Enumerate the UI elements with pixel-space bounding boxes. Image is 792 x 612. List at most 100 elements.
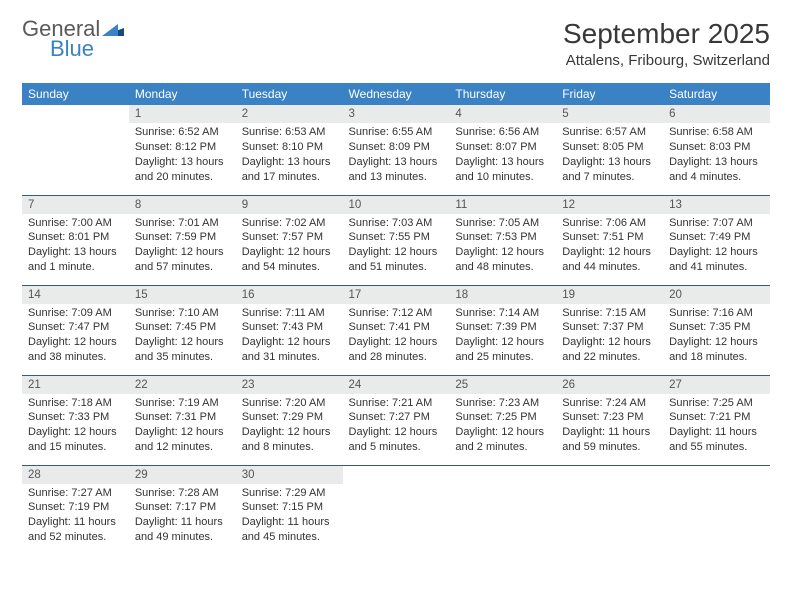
daylight-text: Daylight: 13 hours and 13 minutes. [349,155,444,185]
day-number: 29 [129,466,236,484]
day-number: 9 [236,196,343,214]
day-number: 13 [663,196,770,214]
weekday-header: Thursday [449,83,556,105]
day-body: Sunrise: 7:00 AMSunset: 8:01 PMDaylight:… [22,214,129,279]
day-body: Sunrise: 7:05 AMSunset: 7:53 PMDaylight:… [449,214,556,279]
calendar-cell: 30Sunrise: 7:29 AMSunset: 7:15 PMDayligh… [236,465,343,555]
sunrise-text: Sunrise: 7:23 AM [455,396,550,411]
calendar-cell: 4Sunrise: 6:56 AMSunset: 8:07 PMDaylight… [449,105,556,195]
day-number: 17 [343,286,450,304]
sunrise-text: Sunrise: 7:27 AM [28,486,123,501]
sunset-text: Sunset: 7:17 PM [135,500,230,515]
sunrise-text: Sunrise: 7:00 AM [28,216,123,231]
day-body: Sunrise: 7:24 AMSunset: 7:23 PMDaylight:… [556,394,663,459]
daylight-text: Daylight: 12 hours and 48 minutes. [455,245,550,275]
day-body: Sunrise: 7:28 AMSunset: 7:17 PMDaylight:… [129,484,236,549]
sunset-text: Sunset: 7:57 PM [242,230,337,245]
day-body: Sunrise: 7:29 AMSunset: 7:15 PMDaylight:… [236,484,343,549]
calendar-row: 21Sunrise: 7:18 AMSunset: 7:33 PMDayligh… [22,375,770,465]
daylight-text: Daylight: 12 hours and 28 minutes. [349,335,444,365]
sunset-text: Sunset: 7:45 PM [135,320,230,335]
calendar-cell: 14Sunrise: 7:09 AMSunset: 7:47 PMDayligh… [22,285,129,375]
sunset-text: Sunset: 7:47 PM [28,320,123,335]
sunrise-text: Sunrise: 7:20 AM [242,396,337,411]
day-body: Sunrise: 7:18 AMSunset: 7:33 PMDaylight:… [22,394,129,459]
calendar-cell: 22Sunrise: 7:19 AMSunset: 7:31 PMDayligh… [129,375,236,465]
calendar-cell: 19Sunrise: 7:15 AMSunset: 7:37 PMDayligh… [556,285,663,375]
calendar-cell: 8Sunrise: 7:01 AMSunset: 7:59 PMDaylight… [129,195,236,285]
day-body: Sunrise: 7:20 AMSunset: 7:29 PMDaylight:… [236,394,343,459]
day-body: Sunrise: 7:21 AMSunset: 7:27 PMDaylight:… [343,394,450,459]
sunrise-text: Sunrise: 7:09 AM [28,306,123,321]
sunrise-text: Sunrise: 6:56 AM [455,125,550,140]
daylight-text: Daylight: 12 hours and 44 minutes. [562,245,657,275]
logo-flag-icon [102,18,124,40]
day-body: Sunrise: 7:19 AMSunset: 7:31 PMDaylight:… [129,394,236,459]
sunset-text: Sunset: 7:43 PM [242,320,337,335]
day-number: 18 [449,286,556,304]
daylight-text: Daylight: 12 hours and 8 minutes. [242,425,337,455]
daylight-text: Daylight: 11 hours and 49 minutes. [135,515,230,545]
sunrise-text: Sunrise: 7:11 AM [242,306,337,321]
sunrise-text: Sunrise: 7:10 AM [135,306,230,321]
day-body: Sunrise: 7:23 AMSunset: 7:25 PMDaylight:… [449,394,556,459]
sunset-text: Sunset: 7:41 PM [349,320,444,335]
calendar-cell: 10Sunrise: 7:03 AMSunset: 7:55 PMDayligh… [343,195,450,285]
calendar-cell [556,465,663,555]
day-body: Sunrise: 6:55 AMSunset: 8:09 PMDaylight:… [343,123,450,188]
day-body: Sunrise: 7:25 AMSunset: 7:21 PMDaylight:… [663,394,770,459]
sunrise-text: Sunrise: 7:24 AM [562,396,657,411]
sunset-text: Sunset: 7:25 PM [455,410,550,425]
day-number [343,466,450,484]
day-number [449,466,556,484]
day-number: 30 [236,466,343,484]
sunset-text: Sunset: 7:39 PM [455,320,550,335]
daylight-text: Daylight: 11 hours and 45 minutes. [242,515,337,545]
sunrise-text: Sunrise: 6:55 AM [349,125,444,140]
sunset-text: Sunset: 7:55 PM [349,230,444,245]
day-body: Sunrise: 7:07 AMSunset: 7:49 PMDaylight:… [663,214,770,279]
day-body: Sunrise: 7:09 AMSunset: 7:47 PMDaylight:… [22,304,129,369]
day-number: 7 [22,196,129,214]
calendar-cell: 26Sunrise: 7:24 AMSunset: 7:23 PMDayligh… [556,375,663,465]
calendar-cell: 25Sunrise: 7:23 AMSunset: 7:25 PMDayligh… [449,375,556,465]
day-number: 11 [449,196,556,214]
calendar-cell [663,465,770,555]
calendar-cell: 6Sunrise: 6:58 AMSunset: 8:03 PMDaylight… [663,105,770,195]
calendar-header: SundayMondayTuesdayWednesdayThursdayFrid… [22,83,770,105]
daylight-text: Daylight: 12 hours and 35 minutes. [135,335,230,365]
calendar-cell: 3Sunrise: 6:55 AMSunset: 8:09 PMDaylight… [343,105,450,195]
calendar-cell: 23Sunrise: 7:20 AMSunset: 7:29 PMDayligh… [236,375,343,465]
sunset-text: Sunset: 7:27 PM [349,410,444,425]
calendar-cell: 12Sunrise: 7:06 AMSunset: 7:51 PMDayligh… [556,195,663,285]
sunset-text: Sunset: 8:05 PM [562,140,657,155]
sunset-text: Sunset: 8:01 PM [28,230,123,245]
day-body: Sunrise: 7:27 AMSunset: 7:19 PMDaylight:… [22,484,129,549]
daylight-text: Daylight: 12 hours and 41 minutes. [669,245,764,275]
title-block: September 2025 Attalens, Fribourg, Switz… [563,18,770,69]
sunrise-text: Sunrise: 7:03 AM [349,216,444,231]
day-number [663,466,770,484]
daylight-text: Daylight: 12 hours and 2 minutes. [455,425,550,455]
calendar-cell [22,105,129,195]
weekday-header: Sunday [22,83,129,105]
day-number: 20 [663,286,770,304]
day-body: Sunrise: 6:58 AMSunset: 8:03 PMDaylight:… [663,123,770,188]
sunset-text: Sunset: 7:53 PM [455,230,550,245]
day-number [556,466,663,484]
daylight-text: Daylight: 13 hours and 20 minutes. [135,155,230,185]
sunset-text: Sunset: 7:23 PM [562,410,657,425]
logo-blue: Blue [50,38,124,60]
sunrise-text: Sunrise: 7:19 AM [135,396,230,411]
sunrise-text: Sunrise: 7:16 AM [669,306,764,321]
calendar-cell: 1Sunrise: 6:52 AMSunset: 8:12 PMDaylight… [129,105,236,195]
daylight-text: Daylight: 11 hours and 59 minutes. [562,425,657,455]
daylight-text: Daylight: 12 hours and 5 minutes. [349,425,444,455]
calendar-cell: 21Sunrise: 7:18 AMSunset: 7:33 PMDayligh… [22,375,129,465]
daylight-text: Daylight: 12 hours and 57 minutes. [135,245,230,275]
day-body: Sunrise: 7:16 AMSunset: 7:35 PMDaylight:… [663,304,770,369]
day-number: 16 [236,286,343,304]
sunset-text: Sunset: 7:29 PM [242,410,337,425]
sunrise-text: Sunrise: 7:29 AM [242,486,337,501]
calendar-cell: 17Sunrise: 7:12 AMSunset: 7:41 PMDayligh… [343,285,450,375]
